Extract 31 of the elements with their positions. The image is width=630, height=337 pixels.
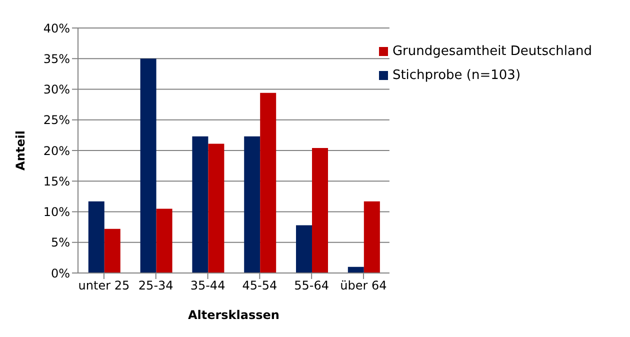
bar <box>88 201 104 273</box>
bar <box>348 266 364 273</box>
y-tick-label: 5% <box>50 236 70 250</box>
bar <box>244 136 260 273</box>
x-tick-label: 45-54 <box>242 278 278 293</box>
y-tick-label: 10% <box>43 205 70 220</box>
bar <box>192 136 208 273</box>
bar <box>364 201 380 273</box>
x-tick-label: 35-44 <box>190 278 226 293</box>
x-tick-label: 55-64 <box>294 278 330 293</box>
bar <box>208 144 224 273</box>
bar <box>156 208 172 273</box>
y-tick-label: 0% <box>50 266 70 280</box>
bar <box>312 148 328 273</box>
legend-label: Grundgesamtheit Deutschland <box>392 44 592 59</box>
x-axis-title: Altersklassen <box>188 308 280 322</box>
y-tick-label: 40% <box>43 21 70 36</box>
x-tick-label: über 64 <box>340 278 387 293</box>
bar <box>104 228 120 273</box>
y-axis-title: Anteil <box>13 130 28 170</box>
bar <box>140 58 156 273</box>
y-tick-label: 35% <box>43 52 70 66</box>
x-tick-label: unter 25 <box>78 278 130 293</box>
y-tick-label: 30% <box>43 82 70 97</box>
legend-label: Stichprobe (n=103) <box>392 68 521 83</box>
y-tick-label: 15% <box>43 174 70 188</box>
bar <box>260 92 276 273</box>
y-tick-label: 20% <box>43 144 70 158</box>
y-tick-label: 25% <box>43 113 70 128</box>
bar <box>296 225 312 273</box>
x-tick-label: 25-34 <box>138 278 174 293</box>
